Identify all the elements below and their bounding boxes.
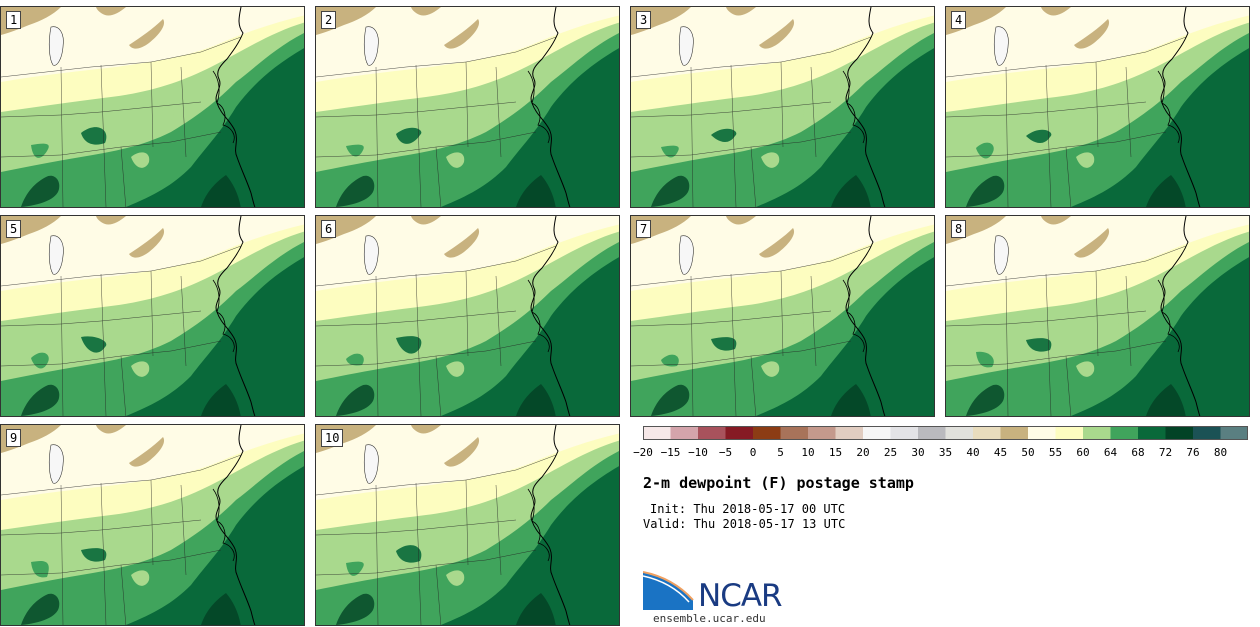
colorbar-tick-label: 68 [1131,446,1145,459]
colorbar-swatch [698,426,726,440]
colorbar-tick-label: 80 [1213,446,1228,459]
dewpoint-map [1,425,304,625]
colorbar-swatch [670,426,699,440]
colorbar-tick-label: 72 [1158,446,1173,459]
colorbar-swatch [753,426,781,440]
colorbar-swatch [1193,426,1221,440]
colorbar-tick-label: 10 [801,446,815,459]
colorbar-swatch [1028,426,1056,440]
colorbar-swatch [945,426,974,440]
member-panel: 1 [0,6,305,208]
member-number-label: 4 [951,11,967,29]
colorbar-tick-label: 25 [883,446,898,459]
dewpoint-map [316,7,619,207]
member-number-label: 3 [636,11,652,29]
member-panel: 10 [315,424,620,626]
member-panel: 2 [315,6,620,208]
member-number-label: 1 [6,11,22,29]
member-number-label: 5 [6,220,22,238]
colorbar-tick-label: 5 [777,446,784,459]
member-panel: 5 [0,215,305,417]
colorbar-tick-label: 35 [938,446,953,459]
member-number-label: 10 [321,429,344,447]
colorbar-tick-label: 50 [1021,446,1035,459]
member-panel: 6 [315,215,620,417]
member-number-label: 9 [6,429,22,447]
colorbar-tick-label: 30 [911,446,925,459]
website-url: ensemble.ucar.edu [653,612,766,625]
colorbar-swatch [918,426,946,440]
dewpoint-map [1,216,304,416]
dewpoint-map [631,7,934,207]
colorbar-tick-label: −15 [660,446,681,459]
colorbar-swatch [835,426,864,440]
colorbar-tick-label: 0 [749,446,757,459]
ncar-logo-icon [643,571,694,610]
dewpoint-map [316,216,619,416]
member-panel: 7 [630,215,935,417]
member-number-label: 2 [321,11,337,29]
colorbar-swatch [890,426,919,440]
colorbar-swatch [643,426,671,440]
member-number-label: 7 [636,220,652,238]
member-panel: 4 [945,6,1250,208]
member-panel: 9 [0,424,305,626]
colorbar-tick-label: 60 [1076,446,1090,459]
colorbar-tick-label: 20 [856,446,870,459]
colorbar-tick-label: 40 [966,446,980,459]
colorbar-tick-label: −20 [633,446,653,459]
colorbar-swatch [1083,426,1111,440]
valid-time: Valid: Thu 2018-05-17 13 UTC [643,517,846,531]
dewpoint-map [946,7,1249,207]
colorbar-tick-label: 15 [828,446,843,459]
figure-title: 2-m dewpoint (F) postage stamp [643,474,914,492]
ncar-logo-text: NCAR [698,578,783,614]
colorbar-swatch [863,426,891,440]
member-panel: 3 [630,6,935,208]
colorbar-swatch [808,426,836,440]
colorbar-swatch [1055,426,1084,440]
colorbar-tick-label: −5 [718,446,733,459]
colorbar-swatch [1220,426,1248,440]
colorbar-tick-label: −10 [688,446,708,459]
colorbar-swatch [725,426,754,440]
dewpoint-map [316,425,619,625]
member-panel: 8 [945,215,1250,417]
dewpoint-map [1,7,304,207]
colorbar-swatch [1165,426,1194,440]
dewpoint-map [946,216,1249,416]
colorbar-tick-label: 64 [1103,446,1118,459]
colorbar-swatch [973,426,1001,440]
colorbar-tick-label: 45 [993,446,1008,459]
colorbar-swatch [1110,426,1139,440]
colorbar [643,426,1248,440]
init-time: Init: Thu 2018-05-17 00 UTC [650,502,846,516]
dewpoint-map [631,216,934,416]
member-number-label: 8 [951,220,967,238]
colorbar-swatch [780,426,809,440]
member-number-label: 6 [321,220,337,238]
colorbar-swatch [1138,426,1166,440]
colorbar-tick-label: 76 [1186,446,1200,459]
colorbar-tick-label: 55 [1048,446,1063,459]
colorbar-swatch [1000,426,1029,440]
